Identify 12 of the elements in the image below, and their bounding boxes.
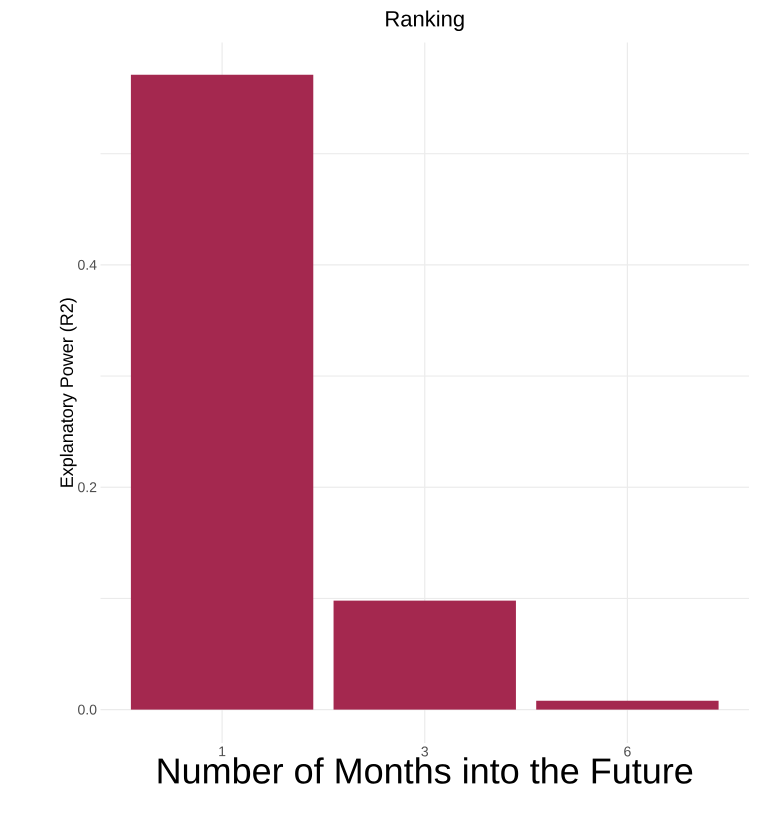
- bar: [536, 700, 719, 710]
- y-tick-label: 0.4: [78, 260, 97, 270]
- chart-title: Ranking: [386, 10, 464, 31]
- x-axis-title: Number of Months into the Future: [158, 757, 692, 784]
- bar: [334, 600, 516, 710]
- x-tick-label: 1: [219, 746, 226, 756]
- y-axis-title: Explanatory Power (R2): [60, 298, 77, 487]
- x-tick-label: 3: [421, 746, 428, 756]
- bar: [130, 74, 314, 710]
- y-tick-label: 0.2: [78, 482, 96, 492]
- x-tick-label: 6: [624, 746, 631, 756]
- y-tick-label: 0.0: [78, 704, 96, 715]
